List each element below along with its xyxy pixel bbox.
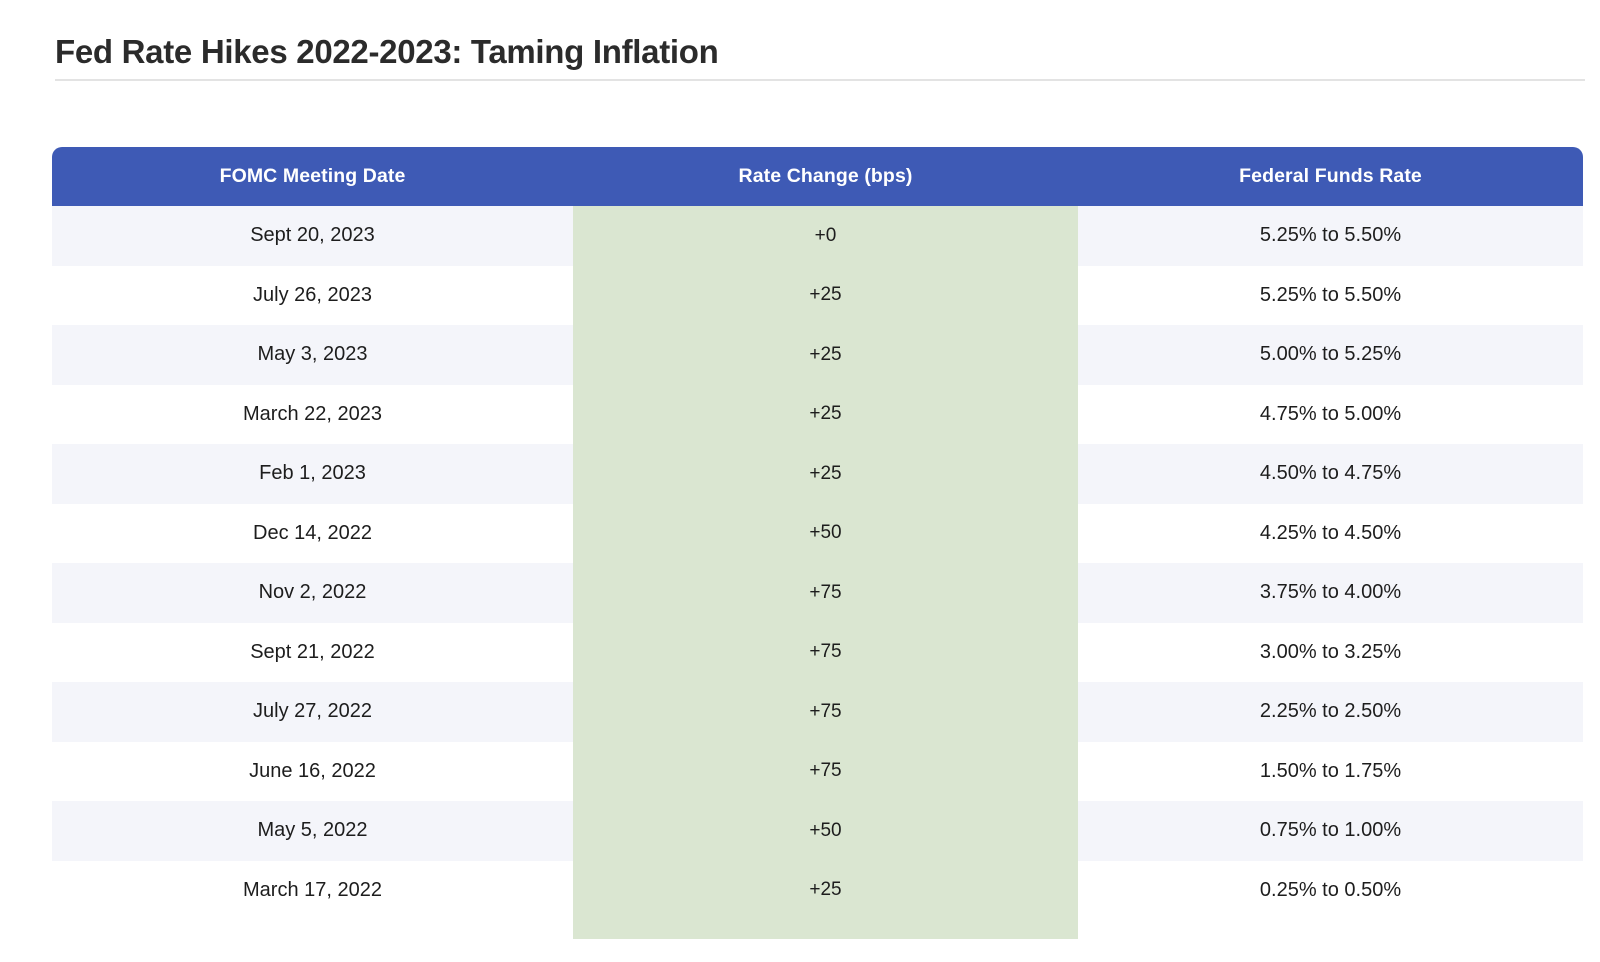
rate-change-cell: +25 <box>573 384 1078 444</box>
fomc-meeting-date-cell: March 22, 2023 <box>243 402 382 425</box>
table-row: May 3, 2023 +25 5.00% to 5.25% <box>52 325 1583 385</box>
fomc-meeting-date-cell: May 5, 2022 <box>257 819 368 842</box>
fomc-meeting-date-cell: Feb 1, 2023 <box>259 462 366 485</box>
federal-funds-rate-cell: 5.25% to 5.50% <box>1259 224 1402 247</box>
rate-change-cell: +75 <box>573 741 1078 801</box>
rate-change-cell: +0 <box>573 206 1078 266</box>
federal-funds-rate-cell: 5.25% to 5.50% <box>1259 283 1402 306</box>
fomc-meeting-date-cell: Dec 14, 2022 <box>253 521 372 544</box>
table-row: June 16, 2022 +75 1.50% to 1.75% <box>52 741 1583 801</box>
federal-funds-rate-cell: 4.75% to 5.00% <box>1259 402 1402 425</box>
table-row: Sept 21, 2022 +75 3.00% to 3.25% <box>52 622 1583 682</box>
federal-funds-rate-cell: 5.00% to 5.25% <box>1259 343 1402 366</box>
table-row: May 5, 2022 +50 0.75% to 1.00% <box>52 801 1583 861</box>
rate-change-cell: +25 <box>573 325 1078 385</box>
fomc-meeting-date-cell: Sept 20, 2023 <box>250 224 375 247</box>
table-row: Nov 2, 2022 +75 3.75% to 4.00% <box>52 563 1583 623</box>
federal-funds-rate-cell: 4.25% to 4.50% <box>1259 521 1402 544</box>
column-header-rate-change-bps: Rate Change (bps) <box>738 165 913 187</box>
table-row: July 27, 2022 +75 2.25% to 2.50% <box>52 682 1583 742</box>
fomc-meeting-date-cell: Nov 2, 2022 <box>258 581 367 604</box>
rate-change-cell: +75 <box>573 563 1078 623</box>
page-title: Fed Rate Hikes 2022-2023: Taming Inflati… <box>55 33 719 71</box>
table-row: July 26, 2023 +25 5.25% to 5.50% <box>52 265 1583 325</box>
fomc-meeting-date-cell: July 26, 2023 <box>253 283 372 306</box>
rate-change-cell: +75 <box>573 622 1078 682</box>
table-row: Dec 14, 2022 +50 4.25% to 4.50% <box>52 503 1583 563</box>
rate-change-cell: +50 <box>573 801 1078 861</box>
fomc-meeting-date-cell: March 17, 2022 <box>243 878 382 901</box>
rate-change-cell: +50 <box>573 503 1078 563</box>
title-divider <box>55 79 1585 81</box>
column-header-federal-funds-rate: Federal Funds Rate <box>1239 165 1422 187</box>
column-header-fomc-meeting-date: FOMC Meeting Date <box>219 165 406 187</box>
fomc-meeting-date-cell: July 27, 2022 <box>253 700 372 723</box>
federal-funds-rate-cell: 0.25% to 0.50% <box>1259 878 1402 901</box>
fomc-meeting-date-cell: Sept 21, 2022 <box>250 640 375 663</box>
table-row: March 17, 2022 +25 0.25% to 0.50% <box>52 860 1583 920</box>
table-row: Feb 1, 2023 +25 4.50% to 4.75% <box>52 444 1583 504</box>
rate-change-cell: +25 <box>573 444 1078 504</box>
fomc-meeting-date-cell: June 16, 2022 <box>249 759 376 782</box>
rate-change-cell: +25 <box>573 860 1078 920</box>
fed-rate-hikes-table: FOMC Meeting Date Rate Change (bps) Fede… <box>52 147 1583 939</box>
table-header-row: FOMC Meeting Date Rate Change (bps) Fede… <box>52 147 1583 206</box>
rate-change-column-highlight-overhang <box>573 920 1078 939</box>
federal-funds-rate-cell: 2.25% to 2.50% <box>1259 700 1402 723</box>
rate-change-cell: +75 <box>573 682 1078 742</box>
table-row: March 22, 2023 +25 4.75% to 5.00% <box>52 384 1583 444</box>
federal-funds-rate-cell: 3.75% to 4.00% <box>1259 581 1402 604</box>
table-body: Sept 20, 2023 +0 5.25% to 5.50% July 26,… <box>52 206 1583 920</box>
fomc-meeting-date-cell: May 3, 2023 <box>257 343 368 366</box>
federal-funds-rate-cell: 0.75% to 1.00% <box>1259 819 1402 842</box>
federal-funds-rate-cell: 3.00% to 3.25% <box>1259 640 1402 663</box>
federal-funds-rate-cell: 1.50% to 1.75% <box>1259 759 1402 782</box>
rate-change-cell: +25 <box>573 265 1078 325</box>
table-row: Sept 20, 2023 +0 5.25% to 5.50% <box>52 206 1583 266</box>
federal-funds-rate-cell: 4.50% to 4.75% <box>1259 462 1402 485</box>
